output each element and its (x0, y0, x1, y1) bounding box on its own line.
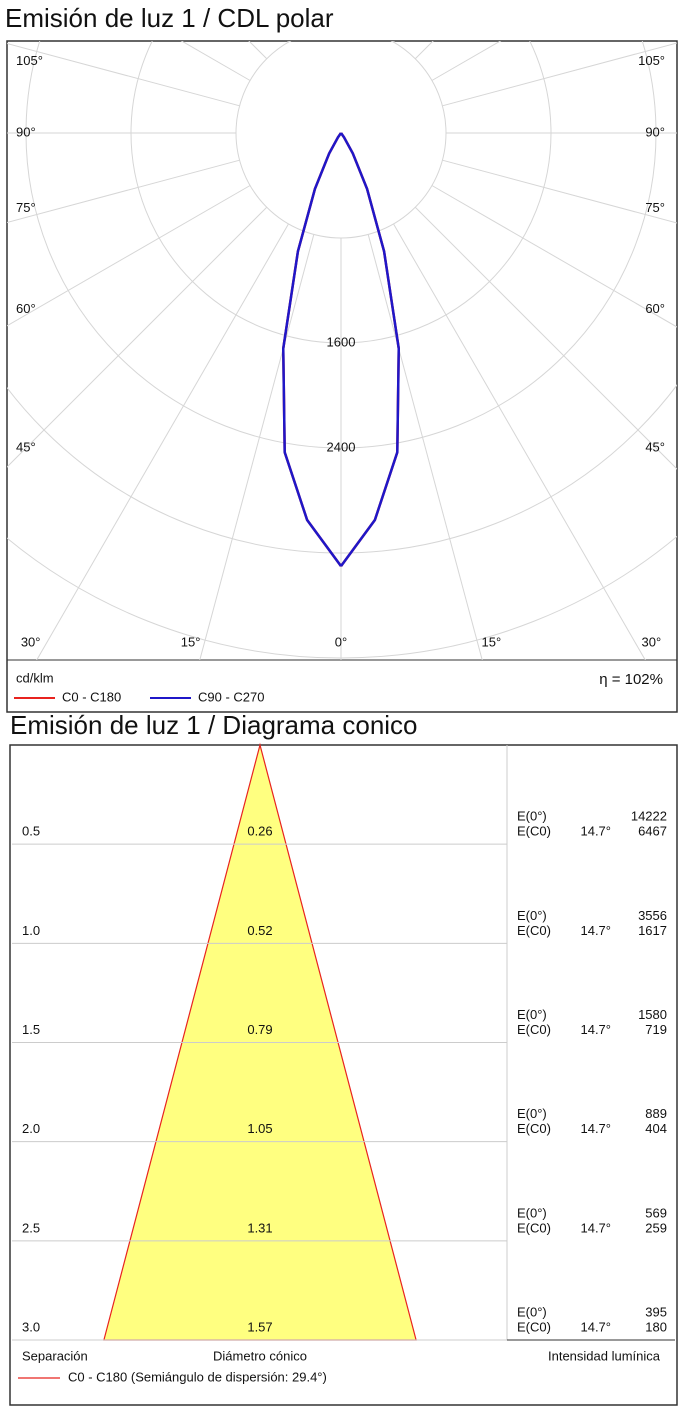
radial-line (442, 42, 677, 107)
theta-tick-label: 30° (641, 634, 661, 649)
radial-line (7, 159, 240, 224)
radial-line (36, 223, 289, 660)
radial-line (367, 234, 483, 660)
theta-tick-label: 30° (21, 634, 41, 649)
e-center: 569 (645, 1205, 667, 1220)
cone-title: Emisión de luz 1 / Diagrama conico (10, 710, 418, 740)
center-label: E(0°) (517, 1007, 547, 1022)
distance-label: 2.0 (22, 1121, 40, 1136)
polar-title: Emisión de luz 1 / CDL polar (5, 3, 334, 33)
distance-label: 3.0 (22, 1319, 40, 1334)
diameter-label: 1.57 (247, 1319, 272, 1334)
theta-tick-label: 105° (638, 53, 665, 68)
curve (281, 132, 343, 567)
theta-tick-label: 45° (16, 439, 36, 454)
theta-tick-label: 90° (645, 124, 665, 139)
radial-line (368, 0, 651, 32)
r-tick-label: 1600 (327, 334, 356, 349)
legend-label: C0 - C180 (62, 689, 121, 704)
axis-label: Diámetro cónico (213, 1348, 307, 1363)
radial-line (442, 159, 677, 224)
efficiency: η = 102% (599, 671, 663, 688)
e-edge: 259 (645, 1220, 667, 1235)
radial-line (431, 185, 677, 328)
cone-frame (9, 744, 678, 1406)
distance-label: 0.5 (22, 824, 40, 839)
edge-label: E(C0) (517, 1319, 551, 1334)
distance-label: 1.0 (22, 923, 40, 938)
radial-line (7, 42, 240, 107)
edge-angle: 14.7° (580, 1121, 611, 1136)
diameter-label: 0.26 (247, 824, 272, 839)
radial-line (393, 223, 646, 660)
legend-label: C0 - C180 (Semiángulo de dispersión: 29.… (68, 1369, 327, 1384)
edge-angle: 14.7° (580, 923, 611, 938)
r-tick-label: 2400 (327, 439, 356, 454)
grid-circle (7, 383, 677, 554)
edge-angle: 14.7° (580, 1220, 611, 1235)
theta-tick-label: 90° (16, 124, 36, 139)
unit: cd/klm (16, 670, 54, 685)
radial-line (393, 41, 395, 43)
distance-label: 1.5 (22, 1022, 40, 1037)
theta-tick-label: 75° (16, 200, 36, 215)
e-edge: 180 (645, 1319, 667, 1334)
edge-angle: 14.7° (580, 1319, 611, 1334)
theta-tick-label: 105° (16, 53, 43, 68)
edge-angle: 14.7° (580, 824, 611, 839)
center-label: E(0°) (517, 1106, 547, 1121)
curve (339, 132, 401, 567)
theta-tick-label: 45° (645, 439, 665, 454)
distance-label: 2.5 (22, 1220, 40, 1235)
center-label: E(0°) (517, 1205, 547, 1220)
center-label: E(0°) (517, 1304, 547, 1319)
edge-label: E(C0) (517, 1121, 551, 1136)
theta-tick-label: 60° (645, 301, 665, 316)
e-center: 395 (645, 1304, 667, 1319)
theta-tick-label: 0° (335, 634, 347, 649)
diameter-label: 0.52 (247, 923, 272, 938)
e-center: 889 (645, 1106, 667, 1121)
edge-label: E(C0) (517, 1022, 551, 1037)
e-center: 1580 (638, 1007, 667, 1022)
edge-angle: 14.7° (580, 1022, 611, 1037)
center-label: E(0°) (517, 809, 547, 824)
radial-line (199, 234, 315, 660)
grid-circle (7, 535, 677, 659)
e-center: 3556 (638, 908, 667, 923)
edge-label: E(C0) (517, 824, 551, 839)
polar-frame (6, 40, 678, 713)
axis-label: Separación (22, 1348, 88, 1363)
theta-tick-label: 15° (482, 634, 502, 649)
radial-line (7, 206, 268, 468)
diameter-label: 0.79 (247, 1022, 272, 1037)
center-label: E(0°) (517, 908, 547, 923)
edge-label: E(C0) (517, 1220, 551, 1235)
radial-line (414, 206, 677, 470)
diameter-label: 1.05 (247, 1121, 272, 1136)
axis-label: Intensidad lumínica (548, 1348, 661, 1363)
e-edge: 6467 (638, 824, 667, 839)
e-edge: 719 (645, 1022, 667, 1037)
theta-tick-label: 15° (181, 634, 201, 649)
theta-tick-label: 75° (645, 200, 665, 215)
theta-tick-label: 60° (16, 301, 36, 316)
e-center: 14222 (631, 809, 667, 824)
e-edge: 1617 (638, 923, 667, 938)
e-edge: 404 (645, 1121, 667, 1136)
radial-line (7, 185, 251, 327)
legend-label: C90 - C270 (198, 689, 264, 704)
edge-label: E(C0) (517, 923, 551, 938)
polar-plot: 1600 2400 (7, 0, 677, 660)
diameter-label: 1.31 (247, 1220, 272, 1235)
